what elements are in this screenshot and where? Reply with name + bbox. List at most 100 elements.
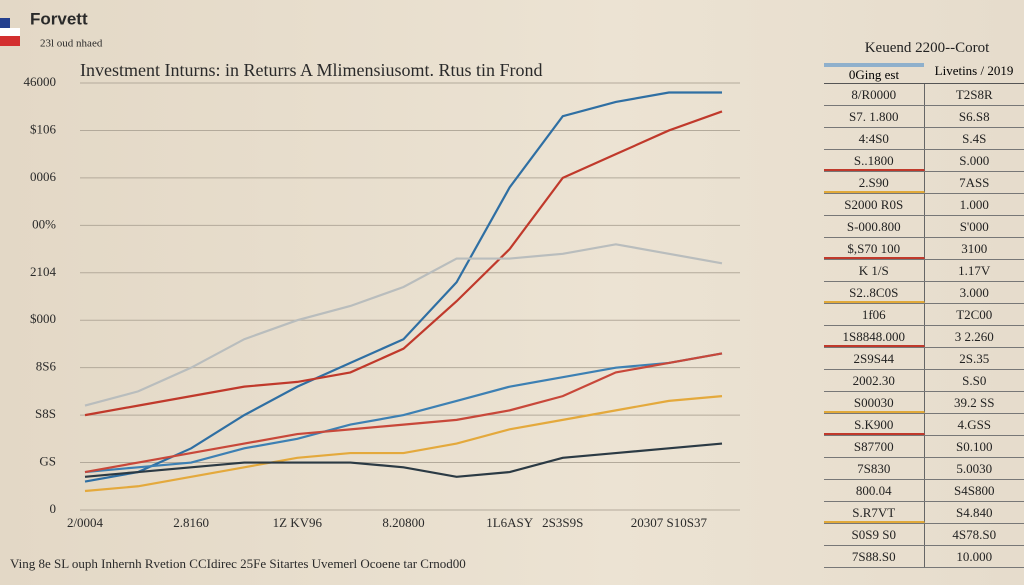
table-cell: 10.000 xyxy=(956,549,993,564)
y-tick-label: 00% xyxy=(32,216,56,231)
x-tick-label: 1Z KV96 xyxy=(273,515,323,530)
table-cell: 1.17V xyxy=(958,263,991,278)
footnote: Ving 8e SL ouph Inhernh Rvetion CCIdirec… xyxy=(10,556,466,571)
table-row: 2S9S44 2S.35 xyxy=(824,348,1024,370)
line xyxy=(84,352,723,474)
table-cell: S.S0 xyxy=(962,373,987,388)
table-cell: 7ASS xyxy=(959,175,990,190)
table-cell: S6.S8 xyxy=(958,109,990,124)
table-row: 7S830 5.0030 xyxy=(824,458,1024,480)
table-cell: 2S.35 xyxy=(959,351,990,366)
table-row: 1f06 T2C00 xyxy=(824,304,1024,326)
table-row: 4:4S0 S.4S xyxy=(824,128,1024,150)
table-row: 800.04 S4S800 xyxy=(824,480,1024,502)
table-cell: S00030 xyxy=(824,392,925,413)
table-cell: S4S800 xyxy=(954,483,995,498)
table-cell: 3.000 xyxy=(959,285,989,300)
y-tick-label: 8S6 xyxy=(36,359,57,374)
line xyxy=(84,91,722,483)
flag-white xyxy=(0,28,20,36)
brand: Forvett xyxy=(30,9,88,28)
table-title: Keuend 2200--Corot xyxy=(864,40,990,56)
line xyxy=(84,395,723,493)
y-tick-label: $000 xyxy=(30,311,56,326)
table-cell: S.000 xyxy=(959,153,990,168)
table-cell: 4:4S0 xyxy=(824,128,925,149)
table-cell: S.K900 xyxy=(824,414,925,435)
table-row: 1S8848.000 3 2.260 xyxy=(824,326,1024,348)
table-row: 2.S90 7ASS xyxy=(824,172,1024,194)
table-row: S0S9 S0 4S78.S0 xyxy=(824,524,1024,546)
y-tick-label: $106 xyxy=(30,121,57,136)
table-header: 0Ging est Livetins / 2019 xyxy=(824,63,1024,84)
y-tick-label: S8S xyxy=(35,406,56,421)
y-tick-label: 0006 xyxy=(30,169,57,184)
table-cell: 7S830 xyxy=(824,458,925,479)
line xyxy=(84,243,723,407)
line xyxy=(84,110,723,417)
table-row: S-000.800 S'000 xyxy=(824,216,1024,238)
table-row: $,S70 100 3100 xyxy=(824,238,1024,260)
table-cell: 2S9S44 xyxy=(824,348,925,369)
table-row: S87700 S0.100 xyxy=(824,436,1024,458)
table-cell: 2.S90 xyxy=(824,172,925,193)
x-tick-label: 8.20800 xyxy=(382,515,424,530)
table-row: S.K900 4.GSS xyxy=(824,414,1024,436)
table-cell: T2C00 xyxy=(956,307,993,322)
table-row: 7S88.S0 10.000 xyxy=(824,546,1024,568)
table-cell: S87700 xyxy=(824,436,925,457)
flag-blue xyxy=(0,18,10,28)
table-body: 8/R0000 T2S8R S7. 1.800 S6.S8 4:4S0 S.4S S..18… xyxy=(824,84,1024,568)
header-cell: 0Ging est xyxy=(824,63,924,83)
table-cell: S.R7VT xyxy=(824,502,925,523)
table-row: S7. 1.800 S6.S8 xyxy=(824,106,1024,128)
x-tick-label: 2/0004 xyxy=(67,515,104,530)
x-tick-label: 20307 S10S37 xyxy=(631,515,708,530)
y-tick-label: 0 xyxy=(50,501,57,516)
tagline: 23l oud nhaed xyxy=(40,38,103,50)
table-row: S2000 R0S 1.000 xyxy=(824,194,1024,216)
table-cell: 4S78.S0 xyxy=(952,527,997,542)
x-tick-label: 2S3S9S xyxy=(542,515,583,530)
table-cell: 3 2.260 xyxy=(954,329,994,344)
y-tick-label: 46000 xyxy=(24,74,57,89)
table-cell: 8/R0000 xyxy=(824,84,925,105)
table-cell: S0.100 xyxy=(956,439,993,454)
table-cell: 1S8848.000 xyxy=(824,326,925,347)
y-tick-label: 2104 xyxy=(30,264,57,279)
table-cell: $,S70 100 xyxy=(824,238,925,259)
y-tick-label: GS xyxy=(39,454,56,469)
table-row: S..1800 S.000 xyxy=(824,150,1024,172)
table-cell: S2000 R0S xyxy=(824,194,925,215)
table-cell: S-000.800 xyxy=(824,216,925,237)
table-row: S2..8C0S 3.000 xyxy=(824,282,1024,304)
table-row: 2002.30 S.S0 xyxy=(824,370,1024,392)
table-row: S00030 39.2 SS xyxy=(824,392,1024,414)
table-cell: S.4S xyxy=(962,131,987,146)
table-cell: 3100 xyxy=(961,241,988,256)
table-row: 8/R0000 T2S8R xyxy=(824,84,1024,106)
table-cell: S0S9 S0 xyxy=(824,524,925,545)
table-cell: T2S8R xyxy=(955,87,993,102)
table-cell: 1f06 xyxy=(824,304,925,325)
table-cell: 2002.30 xyxy=(824,370,925,391)
table-cell: S..1800 xyxy=(824,150,925,171)
table-cell: 4.GSS xyxy=(957,417,992,432)
table-cell: S'000 xyxy=(959,219,989,234)
table-cell: 1.000 xyxy=(959,197,989,212)
table-cell: 7S88.S0 xyxy=(824,546,925,567)
header-cell: Livetins / 2019 xyxy=(934,63,1014,78)
table-cell: 39.2 SS xyxy=(954,395,995,410)
line xyxy=(84,442,723,478)
flag-red xyxy=(0,36,20,46)
x-tick-label: 1L6ASY xyxy=(486,515,534,530)
table-row: S.R7VT S4.840 xyxy=(824,502,1024,524)
line xyxy=(84,352,723,474)
table-row: K 1/S 1.17V xyxy=(824,260,1024,282)
table-cell: S2..8C0S xyxy=(824,282,925,303)
x-tick-label: 2.8160 xyxy=(173,515,209,530)
table-cell: 800.04 xyxy=(824,480,925,501)
chart: Forvett 23l oud nhaed Investment Inturns… xyxy=(0,9,740,571)
table-cell: K 1/S xyxy=(824,260,925,281)
